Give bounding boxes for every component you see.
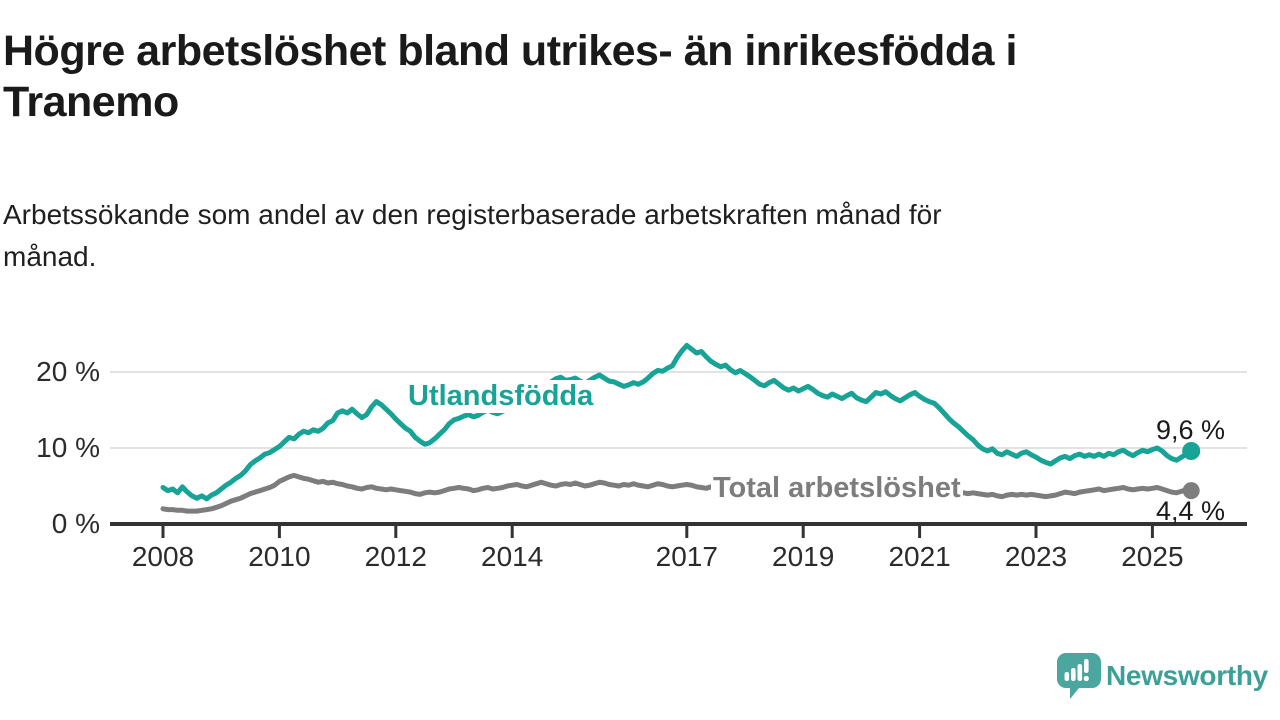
newsworthy-logo-icon <box>1057 653 1101 699</box>
x-tick-label: 2008 <box>131 541 195 572</box>
logo-bar-1 <box>1064 672 1070 681</box>
x-tick-label: 2017 <box>655 541 718 572</box>
series-line-total-arbetsloshet <box>160 472 1194 514</box>
series-line-utlandsfodda <box>160 342 1194 502</box>
subtitle-line-2: månad. <box>3 241 97 272</box>
newsworthy-logo: Newsworthy <box>1056 652 1280 702</box>
y-tick-label: 0 % <box>51 508 100 539</box>
x-tick-label: 2010 <box>248 541 311 572</box>
x-tick-label: 2019 <box>772 541 835 572</box>
chart-subtitle: Arbetssökande som andel av den registerb… <box>3 194 1223 278</box>
y-tick-label: 20 % <box>36 356 100 387</box>
x-tick-label: 2025 <box>1121 541 1184 572</box>
series-label-utlandsfodda: Utlandsfödda <box>406 380 596 413</box>
x-tick-label: 2021 <box>888 541 951 572</box>
logo-bar-2 <box>1071 668 1076 681</box>
end-value-label-total: 4,4 % <box>1155 496 1225 526</box>
title-line-2: Tranemo <box>3 78 179 126</box>
end-value-label-utlandsfodda: 9,6 % <box>1155 415 1225 445</box>
logo-exclamation-bar <box>1084 659 1089 673</box>
end-dot-utlandsfodda <box>1182 442 1201 460</box>
page-title: Högre arbetslöshet bland utrikes- än inr… <box>3 26 1223 128</box>
x-tick-label: 2023 <box>1004 541 1068 572</box>
newsworthy-wordmark: Newsworthy <box>1106 660 1268 691</box>
x-tick-label: 2012 <box>364 541 427 572</box>
logo-bar-3 <box>1077 664 1083 681</box>
series-label-total-arbetsloshet: Total arbetslöshet <box>711 472 963 505</box>
end-dot-total-arbetsloshet <box>1182 482 1200 500</box>
subtitle-line-1: Arbetssökande som andel av den registerb… <box>3 199 942 230</box>
logo-exclamation-dot <box>1083 675 1089 682</box>
title-line-1: Högre arbetslöshet bland utrikes- än inr… <box>3 27 1017 75</box>
x-tick-label: 2014 <box>481 541 544 572</box>
y-tick-label: 10 % <box>36 432 100 463</box>
